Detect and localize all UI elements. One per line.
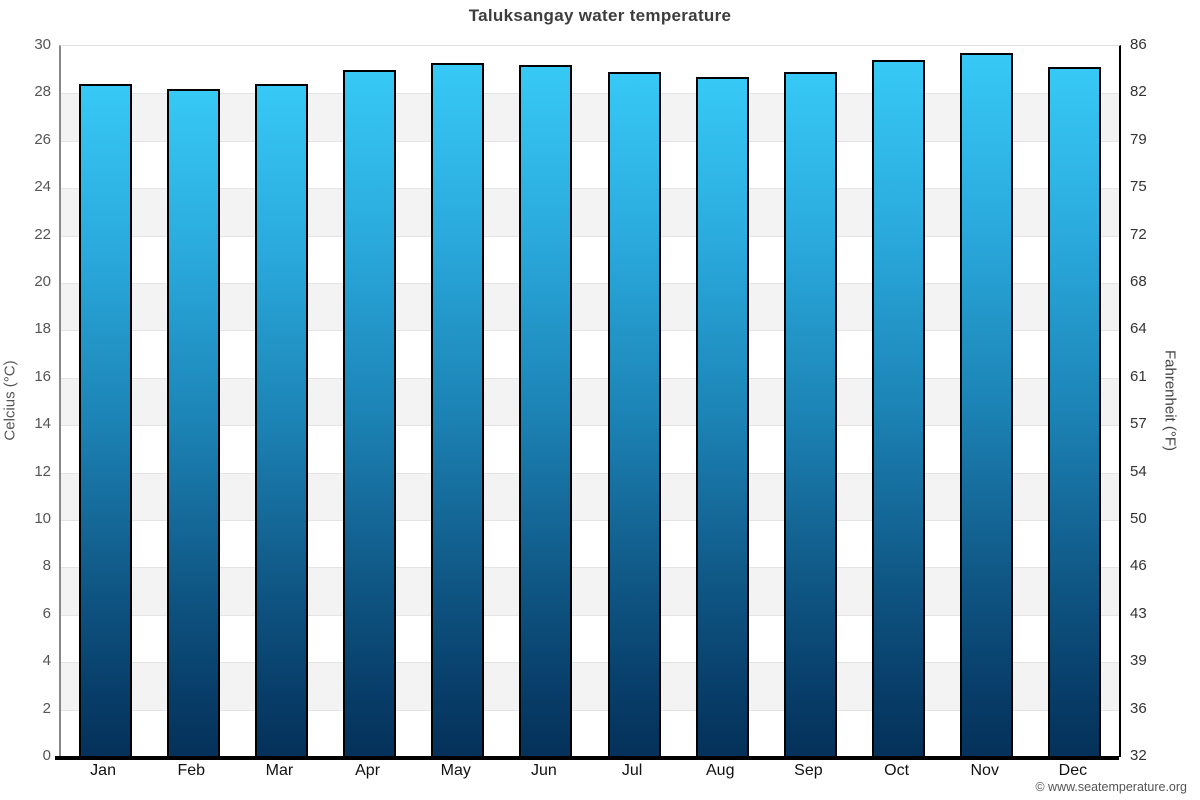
x-label-nov: Nov — [970, 762, 999, 779]
x-label-oct: Oct — [884, 762, 910, 779]
y-tick-celsius-8: 8 — [42, 557, 51, 575]
grid-band — [61, 520, 1119, 568]
bar-jun — [519, 64, 573, 757]
grid-band — [61, 140, 1119, 189]
y-axis-label-fahrenheit: Fahrenheit (°F) — [1161, 349, 1179, 452]
y-tick-fahrenheit-82: 82 — [1130, 83, 1147, 101]
x-label-may: May — [440, 762, 471, 779]
x-label-dec: Dec — [1058, 762, 1088, 779]
x-label-jun: Jun — [531, 762, 557, 779]
grid-band — [61, 614, 1119, 663]
grid-band — [61, 377, 1119, 426]
x-label-mar: Mar — [265, 762, 294, 779]
watermark-copyright: © www.seatemperature.org — [1035, 780, 1187, 794]
y-axis-label-celsius: Celcius (°C) — [1, 360, 19, 441]
y-tick-celsius-2: 2 — [42, 699, 51, 717]
grid-band — [61, 709, 1119, 757]
y-tick-celsius-22: 22 — [34, 225, 51, 243]
y-tick-celsius-30: 30 — [34, 36, 51, 53]
y-tick-fahrenheit-50: 50 — [1130, 510, 1147, 527]
bar-feb — [166, 88, 220, 757]
y-tick-fahrenheit-36: 36 — [1130, 699, 1147, 717]
x-label-apr: Apr — [355, 762, 381, 779]
bar-apr — [343, 69, 397, 757]
bar-aug — [695, 76, 749, 757]
y-tick-fahrenheit-61: 61 — [1130, 367, 1147, 385]
grid-band — [61, 567, 1119, 615]
x-label-jan: Jan — [90, 762, 116, 779]
y-tick-celsius-6: 6 — [42, 604, 51, 622]
y-tick-celsius-14: 14 — [34, 415, 51, 433]
grid-band — [61, 472, 1119, 520]
x-label-jul: Jul — [621, 762, 643, 779]
y-tick-fahrenheit-57: 57 — [1130, 415, 1147, 433]
grid-band — [61, 330, 1119, 378]
bar-mar — [254, 83, 308, 757]
grid-band — [61, 235, 1119, 283]
grid-band — [61, 93, 1119, 141]
bar-jul — [607, 72, 661, 757]
y-tick-celsius-4: 4 — [42, 652, 51, 670]
y-tick-fahrenheit-79: 79 — [1130, 130, 1147, 148]
y-tick-celsius-26: 26 — [34, 130, 51, 148]
plot-area — [59, 45, 1121, 757]
y-tick-fahrenheit-32: 32 — [1130, 747, 1147, 764]
chart-title: Taluksangay water temperature — [468, 6, 732, 25]
y-tick-fahrenheit-72: 72 — [1130, 225, 1147, 243]
y-tick-celsius-12: 12 — [34, 462, 51, 480]
x-label-aug: Aug — [706, 762, 735, 779]
grid-band — [61, 425, 1119, 473]
y-tick-celsius-0: 0 — [42, 747, 51, 764]
y-tick-fahrenheit-86: 86 — [1130, 36, 1147, 53]
y-tick-fahrenheit-54: 54 — [1130, 462, 1147, 480]
y-tick-fahrenheit-46: 46 — [1130, 557, 1147, 575]
y-tick-celsius-18: 18 — [34, 320, 51, 338]
bar-nov — [960, 53, 1014, 757]
grid-band — [61, 662, 1119, 710]
x-label-feb: Feb — [177, 762, 206, 779]
y-tick-fahrenheit-75: 75 — [1130, 178, 1147, 196]
y-tick-fahrenheit-43: 43 — [1130, 604, 1147, 622]
y-tick-fahrenheit-64: 64 — [1130, 320, 1147, 338]
y-tick-fahrenheit-39: 39 — [1130, 652, 1147, 670]
grid-band — [61, 188, 1119, 236]
x-label-sep: Sep — [794, 762, 823, 779]
y-tick-celsius-24: 24 — [34, 178, 51, 196]
y-tick-celsius-28: 28 — [34, 83, 51, 101]
x-axis-line — [55, 756, 1119, 760]
y-tick-fahrenheit-68: 68 — [1130, 273, 1147, 290]
bar-jan — [78, 83, 132, 757]
grid-band — [61, 46, 1119, 94]
y-tick-celsius-20: 20 — [34, 273, 51, 290]
bar-oct — [872, 60, 926, 757]
grid-band — [61, 283, 1119, 331]
y-tick-celsius-16: 16 — [34, 367, 51, 385]
y-tick-celsius-10: 10 — [34, 510, 51, 527]
bar-may — [431, 62, 485, 757]
bar-dec — [1048, 67, 1102, 757]
bar-sep — [783, 72, 837, 757]
